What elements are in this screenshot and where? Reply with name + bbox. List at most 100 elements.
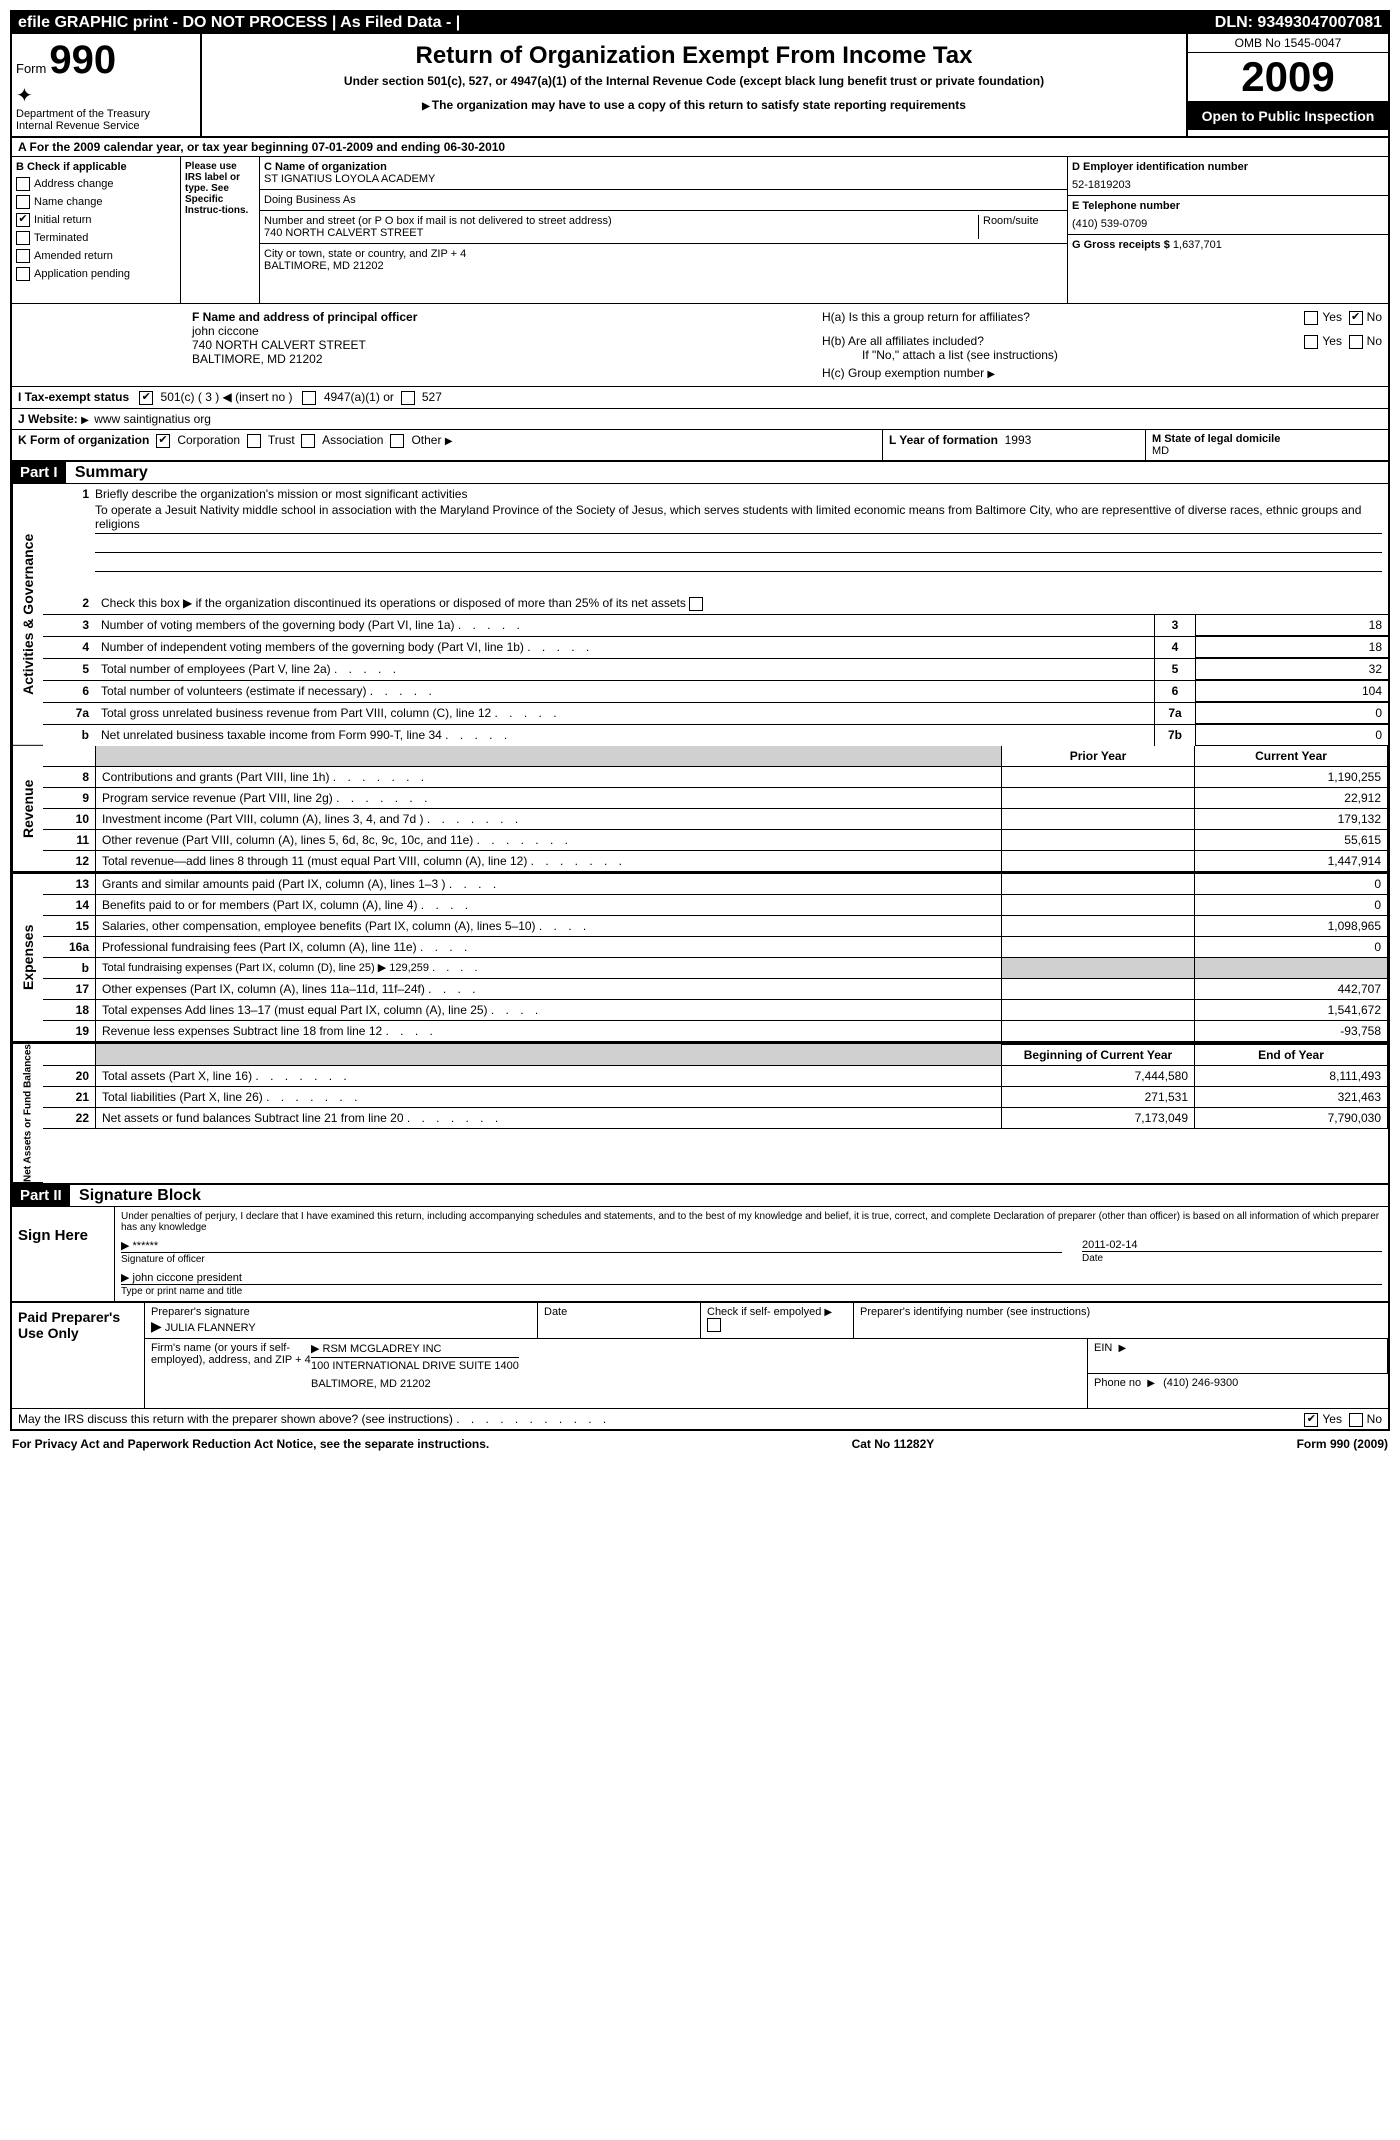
row-i: I Tax-exempt status ✔ 501(c) ( 3 ) ◀ (in… [18, 390, 1382, 405]
chk-ha-no[interactable]: ✔ [1349, 311, 1363, 325]
hb-note: If "No," attach a list (see instructions… [822, 348, 1382, 362]
expenses-section: Expenses 13 Grants and similar amounts p… [12, 874, 1388, 1044]
city-value: BALTIMORE, MD 21202 [264, 260, 466, 272]
expenses-table: 13 Grants and similar amounts paid (Part… [43, 874, 1388, 1042]
side-label-gov: Activities & Governance [12, 484, 43, 746]
footer-right: Form 990 (2009) [1297, 1437, 1388, 1451]
firm-addr1: 100 INTERNATIONAL DRIVE SUITE 1400 [311, 1357, 519, 1372]
chk-527[interactable] [401, 391, 415, 405]
net-assets-section: Net Assets or Fund Balances Beginning of… [12, 1044, 1388, 1185]
chk-other[interactable] [390, 434, 404, 448]
paid-preparer-label: Paid Preparer's Use Only [12, 1303, 145, 1408]
col-b-checks: B Check if applicable Address change Nam… [12, 157, 181, 303]
col-irs-note: Please use IRS label or type. See Specif… [181, 157, 260, 303]
discuss-row: May the IRS discuss this return with the… [12, 1408, 1388, 1429]
row-a-tax-year: A For the 2009 calendar year, or tax yea… [12, 138, 1388, 157]
form-number: 990 [49, 38, 116, 83]
ha-label: H(a) Is this a group return for affiliat… [822, 310, 1030, 324]
officer-type-label: Type or print name and title [121, 1284, 1382, 1297]
chk-initial[interactable]: ✔ [16, 213, 30, 227]
chk-hb-no[interactable] [1349, 335, 1363, 349]
chk-assoc[interactable] [301, 434, 315, 448]
room-label: Room/suite [978, 215, 1063, 239]
chk-discontinued[interactable] [689, 597, 703, 611]
firm-name: RSM MCGLADREY INC [323, 1343, 442, 1355]
row-k: K Form of organization ✔ Corporation Tru… [12, 430, 1388, 462]
sig-officer-label: Signature of officer [121, 1252, 1062, 1265]
header-mid: Return of Organization Exempt From Incom… [202, 34, 1186, 136]
form-sub1: Under section 501(c), 527, or 4947(a)(1)… [206, 74, 1182, 88]
street-label: Number and street (or P O box if mail is… [264, 215, 978, 227]
header-left: Form 990 ✦ Department of the Treasury In… [12, 34, 202, 136]
sig-date: 2011-02-14 [1082, 1239, 1382, 1251]
part1-header: Part I Summary [12, 462, 1388, 484]
header-right: OMB No 1545-0047 2009 Open to Public Ins… [1186, 34, 1388, 136]
revenue-table: Prior Year Current Year 8 Contributions … [43, 746, 1388, 872]
chk-hb-yes[interactable] [1304, 335, 1318, 349]
signature-section: Sign Here Under penalties of perjury, I … [12, 1207, 1388, 1302]
firm-addr2: BALTIMORE, MD 21202 [311, 1378, 519, 1390]
section-b-row: B Check if applicable Address change Nam… [12, 157, 1388, 304]
chk-address[interactable] [16, 177, 30, 191]
officer-addr1: 740 NORTH CALVERT STREET [192, 338, 810, 352]
col-f-officer: F Name and address of principal officer … [12, 304, 816, 386]
dept-treasury: Department of the Treasury [16, 108, 196, 120]
form-label: Form [16, 61, 46, 76]
footer-mid: Cat No 11282Y [852, 1437, 935, 1451]
page-footer: For Privacy Act and Paperwork Reduction … [10, 1431, 1390, 1457]
topbar-left: efile GRAPHIC print - DO NOT PROCESS | A… [18, 14, 460, 32]
chk-pending[interactable] [16, 267, 30, 281]
mission-text: To operate a Jesuit Nativity middle scho… [95, 501, 1382, 534]
chk-name[interactable] [16, 195, 30, 209]
phone-value: (410) 539-0709 [1072, 218, 1384, 230]
sign-here-label: Sign Here [12, 1207, 115, 1301]
col-d: D Employer identification number 52-1819… [1067, 157, 1388, 303]
chk-trust[interactable] [247, 434, 261, 448]
side-label-net: Net Assets or Fund Balances [12, 1044, 43, 1183]
chk-corp[interactable]: ✔ [156, 434, 170, 448]
form-title: Return of Organization Exempt From Incom… [206, 42, 1182, 70]
activities-governance: Activities & Governance 1 Briefly descri… [12, 484, 1388, 746]
chk-discuss-yes[interactable]: ✔ [1304, 1413, 1318, 1427]
header: Form 990 ✦ Department of the Treasury In… [12, 34, 1388, 138]
website[interactable]: www saintignatius org [94, 412, 211, 426]
top-bar: efile GRAPHIC print - DO NOT PROCESS | A… [12, 12, 1388, 34]
b-label: B Check if applicable [16, 161, 176, 173]
part2-header: Part II Signature Block [12, 1185, 1388, 1207]
chk-terminated[interactable] [16, 231, 30, 245]
col-org-name: C Name of organization ST IGNATIUS LOYOL… [260, 157, 1067, 303]
officer-addr2: BALTIMORE, MD 21202 [192, 352, 810, 366]
prep-id-label: Preparer's identifying number (see instr… [854, 1303, 1388, 1338]
chk-501c[interactable]: ✔ [139, 391, 153, 405]
dba-label: Doing Business As [264, 194, 356, 206]
street-value: 740 NORTH CALVERT STREET [264, 227, 978, 239]
preparer-name: JULIA FLANNERY [165, 1322, 256, 1334]
side-label-exp: Expenses [12, 874, 43, 1042]
line1-label: Briefly describe the organization's miss… [95, 487, 1382, 501]
chk-self-employed[interactable] [707, 1318, 721, 1332]
date-label: Date [1082, 1251, 1382, 1264]
chk-4947[interactable] [302, 391, 316, 405]
f-label: F Name and address of principal officer [192, 310, 810, 324]
footer-left: For Privacy Act and Paperwork Reduction … [12, 1437, 489, 1451]
line2: Check this box ▶ if the organization dis… [95, 593, 1388, 614]
city-label: City or town, state or country, and ZIP … [264, 248, 466, 260]
chk-amended[interactable] [16, 249, 30, 263]
chk-discuss-no[interactable] [1349, 1413, 1363, 1427]
tax-year: 2009 [1188, 53, 1388, 102]
open-inspection: Open to Public Inspection [1188, 102, 1388, 130]
receipts-value: 1,637,701 [1173, 239, 1222, 251]
row-fh: F Name and address of principal officer … [12, 304, 1388, 387]
perjury-text: Under penalties of perjury, I declare th… [121, 1211, 1382, 1233]
prep-phone: (410) 246-9300 [1163, 1377, 1238, 1389]
omb-number: OMB No 1545-0047 [1188, 34, 1388, 53]
col-h: H(a) Is this a group return for affiliat… [816, 304, 1388, 386]
irs-label: Internal Revenue Service [16, 120, 196, 132]
hc-label: H(c) Group exemption number [822, 366, 984, 380]
net-table: Beginning of Current Year End of Year 20… [43, 1044, 1388, 1129]
revenue-section: Revenue Prior Year Current Year 8 Contri… [12, 746, 1388, 874]
ein-value: 52-1819203 [1072, 179, 1384, 191]
topbar-dln: DLN: 93493047007081 [1215, 14, 1382, 32]
chk-ha-yes[interactable] [1304, 311, 1318, 325]
form-sub2: The organization may have to use a copy … [206, 98, 1182, 112]
